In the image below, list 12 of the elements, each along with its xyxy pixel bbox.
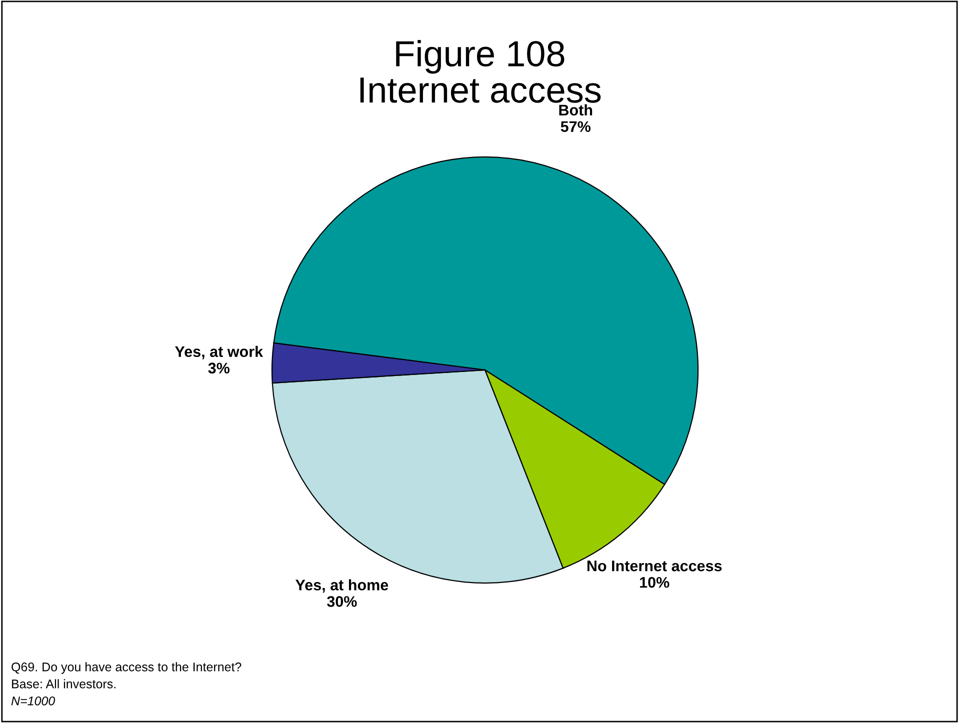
data-label: 30% [327,596,357,607]
slice-label: Both [559,104,592,116]
text: Q69. Do you have access to the Internet? [12,662,242,674]
slice-label: No Internet access [587,560,722,572]
text: Base: All investors. [12,679,116,688]
chart-title: Figure 108 Internet access [360,40,601,103]
data-label: 10% [640,576,670,588]
data-label: 57% [560,121,591,132]
data-label: 3% [208,362,230,374]
slice-label: Yes, at home [296,579,388,593]
slice-label: Yes, at work [175,346,264,360]
text: N=1000 [11,696,56,706]
